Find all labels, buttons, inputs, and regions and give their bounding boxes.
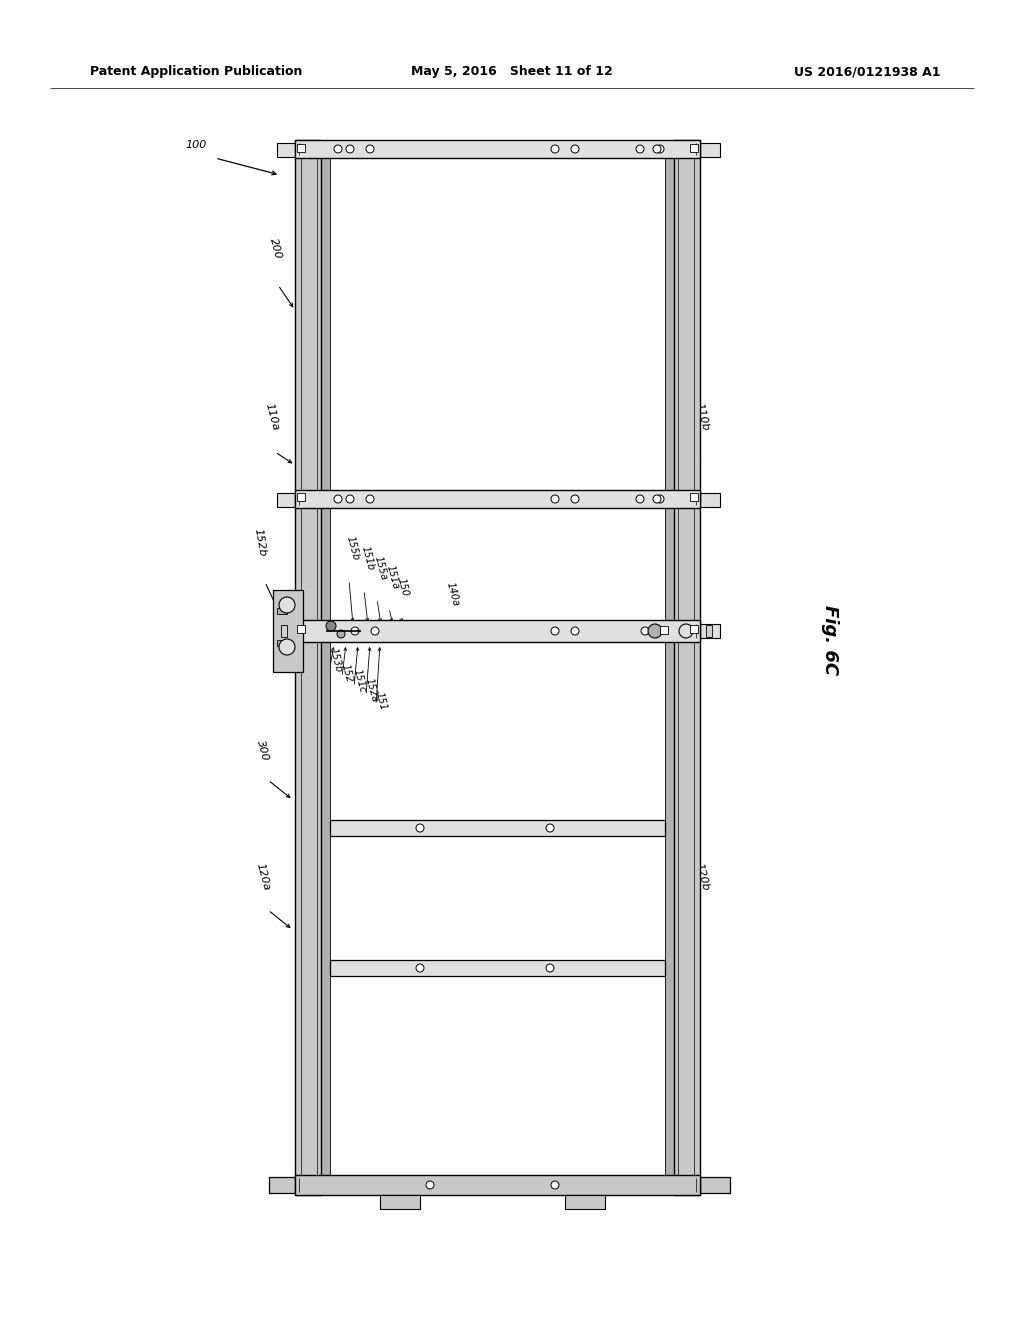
Bar <box>281 624 287 638</box>
Circle shape <box>326 620 336 631</box>
Text: 151c: 151c <box>352 668 368 694</box>
Text: 152: 152 <box>340 664 354 684</box>
Bar <box>690 492 698 502</box>
Text: Fig. 6C: Fig. 6C <box>821 605 839 675</box>
Text: 152a: 152a <box>364 677 380 704</box>
Circle shape <box>279 597 295 612</box>
Circle shape <box>346 145 354 153</box>
Circle shape <box>416 964 424 972</box>
Bar <box>690 624 698 634</box>
Text: 150: 150 <box>396 577 411 598</box>
Bar <box>565 1195 605 1209</box>
Bar <box>295 140 321 1195</box>
Circle shape <box>641 627 649 635</box>
Bar <box>297 492 305 502</box>
Bar <box>278 492 301 507</box>
Text: 120b: 120b <box>694 862 711 892</box>
Bar <box>295 620 700 642</box>
Text: 152b: 152b <box>252 527 267 557</box>
Bar <box>674 140 700 1195</box>
Circle shape <box>571 495 579 503</box>
Text: 300: 300 <box>255 739 270 762</box>
Text: 200: 200 <box>268 236 284 260</box>
Text: 110b: 110b <box>694 401 711 432</box>
Circle shape <box>416 824 424 832</box>
Bar <box>278 640 287 645</box>
Bar <box>278 609 287 614</box>
Circle shape <box>337 630 345 638</box>
Circle shape <box>653 145 662 153</box>
Text: 151: 151 <box>374 692 388 711</box>
Bar <box>297 144 305 152</box>
Circle shape <box>551 145 559 153</box>
Bar <box>330 820 665 836</box>
Bar <box>665 140 674 1195</box>
Bar <box>660 626 668 634</box>
Circle shape <box>656 495 664 503</box>
Circle shape <box>279 639 295 655</box>
Bar <box>690 144 698 152</box>
Circle shape <box>653 495 662 503</box>
Text: 140a: 140a <box>445 581 461 607</box>
Bar <box>698 1177 730 1193</box>
Bar <box>696 624 720 638</box>
Circle shape <box>551 1181 559 1189</box>
Text: 110a: 110a <box>264 403 281 432</box>
Text: 100: 100 <box>185 140 207 150</box>
Bar <box>295 140 700 158</box>
Bar <box>269 1177 301 1193</box>
Circle shape <box>366 145 374 153</box>
Circle shape <box>679 624 693 638</box>
Circle shape <box>648 624 662 638</box>
Bar <box>696 492 720 507</box>
Circle shape <box>636 495 644 503</box>
Circle shape <box>551 495 559 503</box>
Bar <box>330 960 665 975</box>
Text: 151a: 151a <box>385 564 401 590</box>
Text: 153b: 153b <box>328 647 344 675</box>
Bar <box>273 590 303 672</box>
Bar <box>380 1195 420 1209</box>
Text: 155b: 155b <box>345 536 361 562</box>
Text: May 5, 2016   Sheet 11 of 12: May 5, 2016 Sheet 11 of 12 <box>411 66 613 78</box>
Circle shape <box>546 964 554 972</box>
Circle shape <box>351 627 359 635</box>
Bar <box>295 490 700 508</box>
Bar <box>278 143 301 157</box>
Circle shape <box>346 495 354 503</box>
Text: Patent Application Publication: Patent Application Publication <box>90 66 302 78</box>
Text: 151b: 151b <box>360 545 376 572</box>
Text: 120a: 120a <box>255 862 272 892</box>
Bar <box>278 624 301 638</box>
Circle shape <box>366 495 374 503</box>
Bar <box>297 624 305 634</box>
Circle shape <box>551 627 559 635</box>
Circle shape <box>334 495 342 503</box>
Text: 155a: 155a <box>373 554 389 581</box>
Circle shape <box>546 824 554 832</box>
Circle shape <box>571 627 579 635</box>
Bar <box>696 143 720 157</box>
Bar <box>706 624 712 638</box>
Circle shape <box>371 627 379 635</box>
Circle shape <box>426 1181 434 1189</box>
Bar <box>295 1175 700 1195</box>
Circle shape <box>571 145 579 153</box>
Circle shape <box>334 145 342 153</box>
Text: US 2016/0121938 A1: US 2016/0121938 A1 <box>794 66 940 78</box>
Circle shape <box>636 145 644 153</box>
Circle shape <box>656 145 664 153</box>
Bar <box>321 140 330 1195</box>
